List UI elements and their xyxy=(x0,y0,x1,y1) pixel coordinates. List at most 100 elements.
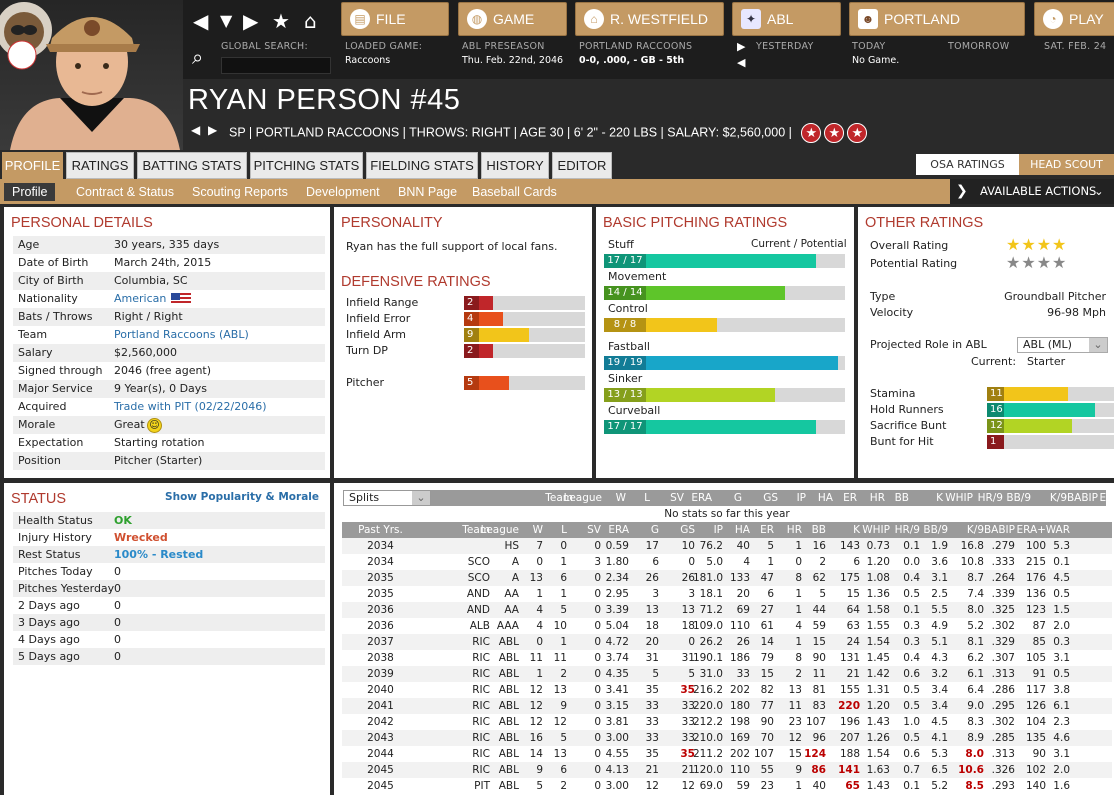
stat-cell: 196 xyxy=(839,716,860,728)
detail-value[interactable]: Trade with PIT (02/22/2046) xyxy=(114,400,267,413)
subtab-baseball-cards[interactable]: Baseball Cards xyxy=(472,185,557,199)
stat-cell: SCO xyxy=(467,556,490,568)
stat-cell: .313 xyxy=(991,668,1015,680)
stat-cell: 87 xyxy=(1032,620,1046,632)
pitching-value: 17 / 17 xyxy=(604,420,646,434)
player-name: RYAN PERSON #45 xyxy=(188,84,461,116)
team-button[interactable]: ☻ PORTLAND xyxy=(849,2,1025,36)
stat-cell: 9 xyxy=(536,764,543,776)
detail-row: Nationality American xyxy=(13,290,325,308)
detail-value[interactable]: American xyxy=(114,292,167,305)
tab-editor[interactable]: EDITOR xyxy=(552,152,612,179)
defensive-value: 2 xyxy=(464,296,479,310)
prev-day-icon[interactable]: ◀ xyxy=(737,56,746,69)
status-value: 0 xyxy=(114,616,121,629)
stats-row: 2042 RIC ABL 12 12 0 3.81 33 33 212.2 198 90 23 107 19… xyxy=(342,714,1112,730)
stat-cell: 5 xyxy=(819,588,826,600)
league-label: ABL xyxy=(767,11,794,27)
subtab-development[interactable]: Development xyxy=(306,185,380,199)
head-scout-toggle[interactable]: HEAD SCOUT xyxy=(1019,154,1114,175)
search-input[interactable] xyxy=(221,57,331,74)
stat-cell: 1.20 xyxy=(866,700,890,712)
play-button[interactable]: ◔ PLAY xyxy=(1034,2,1114,36)
detail-value: 9 Year(s), 0 Days xyxy=(114,382,208,395)
stat-cell: AA xyxy=(504,588,519,600)
stat-cell: 2044 xyxy=(367,748,394,760)
subtab-profile[interactable]: Profile xyxy=(4,183,56,201)
type-value: Groundball Pitcher xyxy=(1004,290,1106,303)
projected-role-select[interactable]: ABL (ML) ⌄ xyxy=(1017,337,1108,353)
stat-cell: Past Yrs. xyxy=(358,524,403,536)
tab-ratings[interactable]: RATINGS xyxy=(66,152,134,179)
stat-cell: 186 xyxy=(729,652,750,664)
stat-cell: 8.7 xyxy=(967,572,984,584)
chevron-down-icon: ⌄ xyxy=(412,491,430,505)
tab-batting-stats[interactable]: BATTING STATS xyxy=(137,152,247,179)
stat-cell: ABL xyxy=(498,748,519,760)
league-button[interactable]: ✦ ABL xyxy=(732,2,841,36)
tab-pitching-stats[interactable]: PITCHING STATS xyxy=(250,152,363,179)
file-button[interactable]: ▤ FILE xyxy=(341,2,449,36)
tab-fielding-stats[interactable]: FIELDING STATS xyxy=(366,152,478,179)
stat-cell: 140 xyxy=(1025,780,1046,792)
tab-history[interactable]: HISTORY xyxy=(481,152,549,179)
stat-cell: 1 xyxy=(795,540,802,552)
stat-cell: 1.9 xyxy=(931,540,948,552)
personality-text: Ryan has the full support of local fans. xyxy=(346,240,558,253)
detail-value[interactable]: Portland Raccoons (ABL) xyxy=(114,328,249,341)
splits-select[interactable]: Splits ⌄ xyxy=(343,490,431,506)
tomorrow-label[interactable]: TOMORROW xyxy=(948,41,1010,52)
play-icon: ◔ xyxy=(1043,9,1063,29)
show-popularity-morale-link[interactable]: Show Popularity & Morale xyxy=(165,491,319,503)
stat-cell: 1.08 xyxy=(866,572,890,584)
home-icon[interactable]: ⌂ xyxy=(304,9,317,33)
manager-button[interactable]: ⌂ R. WESTFIELD xyxy=(575,2,724,36)
manager-label: R. WESTFIELD xyxy=(610,11,709,27)
stat-cell: 2037 xyxy=(367,636,394,648)
stat-cell: A xyxy=(511,572,519,584)
pitching-label: Sinker xyxy=(608,372,643,385)
subtab-bnn-page[interactable]: BNN Page xyxy=(398,185,458,199)
detail-value: 30 years, 335 days xyxy=(114,238,220,251)
pitching-bar-fill xyxy=(604,286,785,300)
stat-cell: 135 xyxy=(1025,732,1046,744)
stat-cell: .295 xyxy=(991,700,1015,712)
next-player-icon[interactable]: ▶ xyxy=(208,123,218,137)
down-arrow-icon[interactable]: ▼ xyxy=(220,11,233,30)
status-value: 0 xyxy=(114,582,121,595)
search-icon[interactable]: ⌕ xyxy=(192,45,204,69)
status-label: Pitches Yesterday xyxy=(18,582,115,595)
detail-label: Major Service xyxy=(18,382,93,395)
back-arrow-icon[interactable]: ◀ xyxy=(193,9,209,33)
subtab-scouting-reports[interactable]: Scouting Reports xyxy=(192,185,288,199)
stat-cell: 181.0 xyxy=(692,572,723,584)
stat-cell: 2.0 xyxy=(1053,764,1070,776)
defensive-bar: 2 xyxy=(464,344,585,358)
stat-cell: ER xyxy=(760,524,774,536)
favorite-star-icon[interactable]: ★ xyxy=(272,9,290,33)
stat-cell: 1 xyxy=(536,588,543,600)
stat-cell: HA xyxy=(734,524,750,536)
defensive-value: 2 xyxy=(464,344,479,358)
osa-ratings-toggle[interactable]: OSA RATINGS xyxy=(916,154,1019,175)
tab-profile[interactable]: PROFILE xyxy=(2,152,63,179)
stat-cell: K xyxy=(936,492,943,504)
game-button[interactable]: ◍ GAME xyxy=(458,2,567,36)
stat-cell: .307 xyxy=(991,652,1015,664)
forward-arrow-icon[interactable]: ▶ xyxy=(243,9,259,33)
stat-cell: 0 xyxy=(594,620,601,632)
stat-cell: .302 xyxy=(991,716,1015,728)
prev-player-icon[interactable]: ◀ xyxy=(191,123,201,137)
saturday-label[interactable]: SAT. FEB. 24 xyxy=(1044,41,1107,52)
stat-cell: 44 xyxy=(812,604,826,616)
stat-cell: PIT xyxy=(474,780,490,792)
stats-header-row: Team League W L SV ERA G GS IP HA ER HR BB K WHIP HR/9 B… xyxy=(431,490,1114,506)
stat-cell: 1.58 xyxy=(866,604,890,616)
stat-cell: 2045 xyxy=(367,764,394,776)
stat-cell: 4.3 xyxy=(931,652,948,664)
next-day-icon[interactable]: ▶ xyxy=(737,40,746,53)
available-actions-button[interactable]: ❯ AVAILABLE ACTIONS ⌄ xyxy=(950,179,1114,204)
subtab-contract-status[interactable]: Contract & Status xyxy=(76,185,174,199)
yesterday-label[interactable]: YESTERDAY xyxy=(756,41,814,52)
stat-cell: 3.1 xyxy=(1053,652,1070,664)
